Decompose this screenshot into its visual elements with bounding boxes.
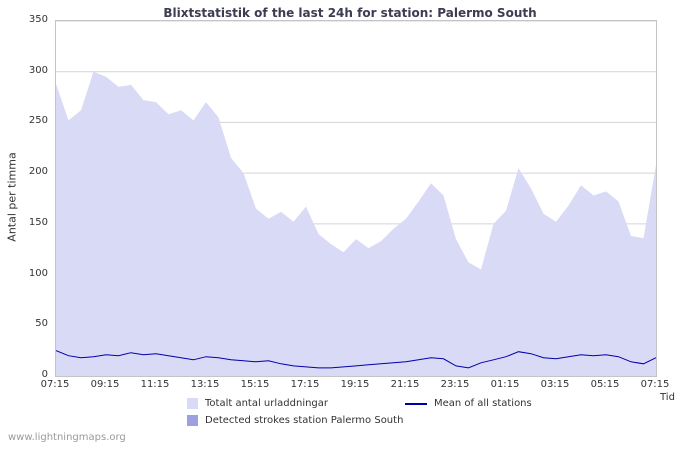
x-tick-label: 15:15 (240, 379, 270, 390)
detected-area-swatch (187, 415, 198, 426)
x-tick-label: 07:15 (640, 379, 670, 390)
y-tick-label: 0 (41, 369, 48, 380)
area-series (56, 71, 656, 376)
x-tick-label: 19:15 (340, 379, 370, 390)
legend-item-total: Totalt antal urladdningar (187, 398, 328, 409)
x-tick-label: 05:15 (590, 379, 620, 390)
x-tick-label: 07:15 (40, 379, 70, 390)
x-tick-label: 03:15 (540, 379, 570, 390)
y-tick-label: 300 (28, 64, 48, 76)
watermark: www.lightningmaps.org (8, 432, 126, 443)
y-tick-label: 100 (28, 267, 48, 279)
legend-label-total: Totalt antal urladdningar (205, 398, 329, 409)
legend-item-detected: Detected strokes station Palermo South (187, 415, 403, 426)
x-tick-label: 21:15 (390, 379, 420, 390)
x-tick-label: 09:15 (90, 379, 120, 390)
x-tick-label: 13:15 (190, 379, 220, 390)
y-tick-label: 150 (28, 216, 48, 228)
x-tick-label: 01:15 (490, 379, 520, 390)
legend-item-mean: Mean of all stations (405, 398, 532, 409)
total-area-swatch (187, 398, 198, 409)
y-tick-label: 350 (28, 14, 48, 25)
y-tick-label: 200 (28, 166, 48, 178)
line-series (56, 350, 656, 369)
x-tick-label: 11:15 (140, 379, 170, 390)
plot-area (55, 20, 657, 377)
mean-line-swatch (405, 402, 427, 405)
legend-label-detected: Detected strokes station Palermo South (205, 415, 404, 426)
y-tick-label: 250 (28, 115, 48, 127)
chart-canvas (56, 21, 656, 376)
x-tick-label: 23:15 (440, 379, 470, 390)
x-axis-label: Tid (660, 392, 675, 403)
y-tick-label: 50 (35, 318, 48, 330)
x-tick-label: 17:15 (290, 379, 320, 390)
legend-label-mean: Mean of all stations (434, 398, 532, 409)
chart-title: Blixtstatistik of the last 24h for stati… (163, 6, 537, 20)
